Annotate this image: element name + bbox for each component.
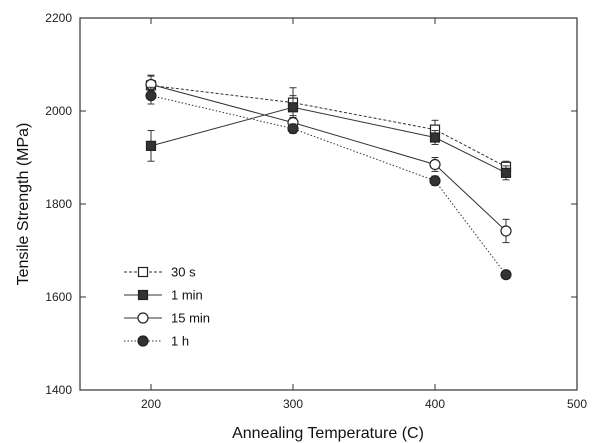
series-1-min	[145, 95, 512, 181]
series-line	[150, 84, 507, 168]
y-tick-label: 1400	[45, 383, 72, 397]
y-axis: 1400 1600 1800 2000 2200	[45, 11, 577, 397]
x-tick-label: 200	[141, 397, 161, 411]
x-tick-label: 500	[567, 397, 587, 411]
x-tick-label: 300	[283, 397, 303, 411]
legend-item: 30 s	[124, 265, 196, 280]
legend-label: 15 min	[171, 311, 210, 326]
y-tick-label: 1800	[45, 197, 72, 211]
data-point	[145, 90, 157, 102]
data-point	[429, 175, 441, 187]
legend-label: 30 s	[171, 265, 196, 280]
data-point	[500, 225, 512, 237]
legend-item: 15 min	[124, 311, 210, 326]
data-point	[429, 158, 441, 171]
data-point	[145, 140, 157, 151]
data-point	[429, 132, 441, 143]
series-line	[150, 106, 507, 174]
x-axis-title: Annealing Temperature (C)	[232, 425, 424, 442]
data-point	[287, 123, 299, 135]
legend-marker	[137, 266, 149, 278]
legend-item: 1 min	[124, 288, 203, 303]
series-1-h	[145, 86, 512, 281]
series-30-s	[145, 75, 512, 173]
legend-marker	[137, 312, 149, 324]
data-point	[500, 167, 512, 178]
series-line	[150, 84, 507, 232]
series-layer	[145, 74, 512, 281]
y-axis-title: Tensile Strength (MPa)	[15, 123, 32, 286]
legend-item: 1 h	[124, 334, 189, 349]
legend-marker	[137, 335, 149, 347]
plot-frame	[79, 17, 578, 391]
y-tick-label: 2200	[45, 11, 72, 25]
series-15-min	[145, 74, 512, 244]
data-point	[500, 269, 512, 281]
legend: 30 s 1 min 15 min 1 h	[124, 265, 210, 349]
data-point	[287, 102, 299, 113]
series-line	[150, 95, 507, 275]
legend-label: 1 min	[171, 288, 203, 303]
legend-marker	[137, 289, 149, 301]
y-tick-label: 1600	[45, 290, 72, 304]
legend-label: 1 h	[171, 334, 189, 349]
x-axis: 200 300 400 500	[141, 18, 587, 411]
x-tick-label: 400	[425, 397, 445, 411]
y-tick-label: 2000	[45, 104, 72, 118]
